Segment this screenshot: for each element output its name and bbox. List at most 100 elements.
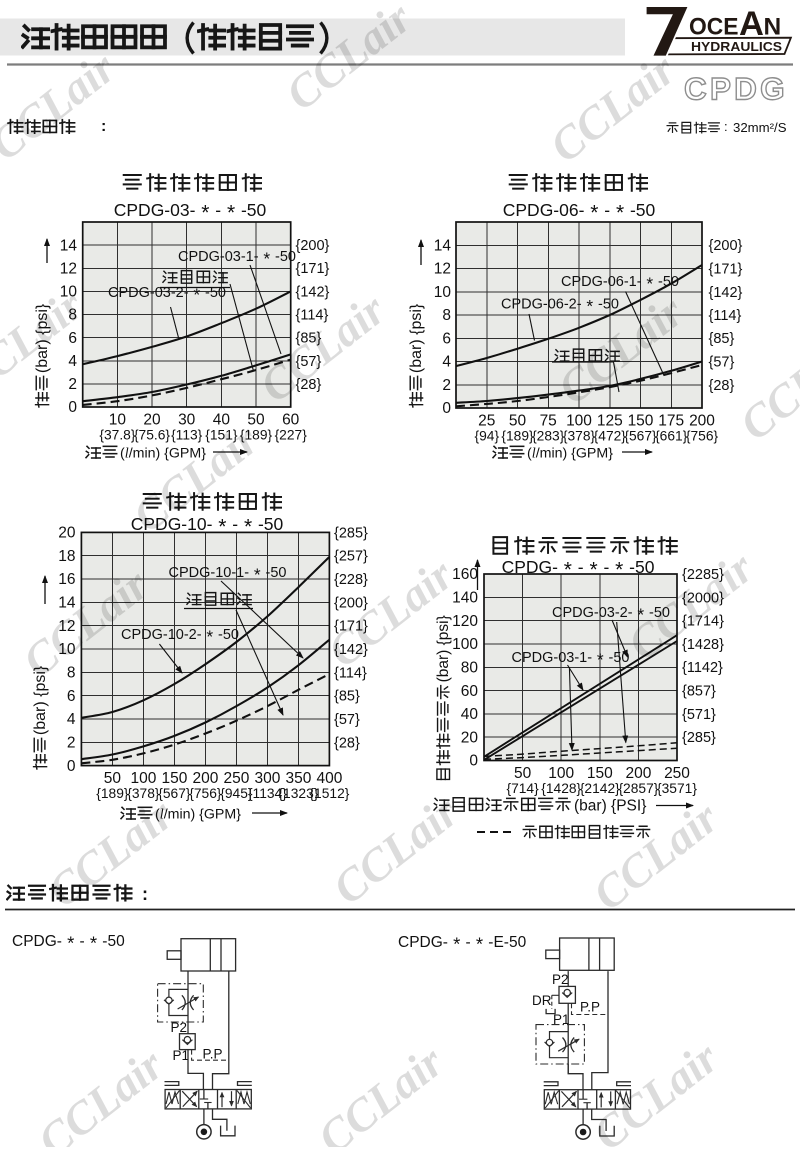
svg-text:{567}: {567} — [158, 786, 191, 801]
svg-text:14: 14 — [434, 237, 452, 254]
svg-text:8: 8 — [68, 307, 77, 324]
svg-text:0: 0 — [68, 399, 77, 416]
svg-text:{257}: {257} — [334, 549, 368, 565]
svg-text:{1512}: {1512} — [309, 786, 349, 801]
svg-text:40: 40 — [213, 412, 231, 429]
svg-text:{171}: {171} — [296, 261, 330, 277]
svg-text:0: 0 — [67, 758, 76, 775]
svg-text:{189}: {189} — [96, 786, 129, 801]
svg-text:CPDG: CPDG — [684, 71, 788, 107]
svg-text:2: 2 — [68, 376, 77, 393]
svg-text:200: 200 — [625, 765, 651, 782]
svg-text:{171}: {171} — [334, 619, 368, 635]
svg-text:CPDG-06-1- * -50: CPDG-06-1- * -50 — [561, 274, 679, 294]
svg-text:{2857}: {2857} — [618, 781, 658, 796]
svg-text:{285}: {285} — [334, 525, 368, 541]
svg-text:{3571}: {3571} — [657, 781, 697, 796]
svg-text:100: 100 — [548, 765, 574, 782]
svg-text:P2: P2 — [171, 1020, 188, 1035]
svg-text:0: 0 — [469, 753, 478, 770]
svg-text:{94}: {94} — [475, 429, 500, 444]
svg-text:{189}: {189} — [501, 429, 534, 444]
svg-text:{1428}: {1428} — [682, 637, 724, 653]
svg-text:(l/min) {GPM}: (l/min) {GPM} — [120, 446, 206, 462]
svg-text:{1323}: {1323} — [278, 786, 318, 801]
svg-text:50: 50 — [104, 770, 122, 787]
svg-text:P1: P1 — [553, 1012, 570, 1027]
svg-text:{228}: {228} — [334, 572, 368, 588]
svg-text:{200}: {200} — [709, 238, 743, 254]
svg-text:OCE: OCE — [689, 14, 739, 41]
svg-text:4: 4 — [442, 354, 451, 371]
svg-text:120: 120 — [452, 613, 478, 630]
svg-text:{37.8}: {37.8} — [99, 428, 135, 443]
svg-text:6: 6 — [68, 330, 77, 347]
svg-text:{142}: {142} — [296, 284, 330, 300]
svg-text:175: 175 — [658, 413, 684, 430]
svg-text:200: 200 — [689, 413, 715, 430]
svg-text:250: 250 — [223, 770, 249, 787]
svg-text:{1142}: {1142} — [682, 660, 723, 676]
svg-text:{714}: {714} — [506, 781, 539, 796]
svg-text:{1714}: {1714} — [682, 614, 724, 630]
svg-text:{661}: {661} — [655, 429, 688, 444]
svg-text:100: 100 — [130, 770, 156, 787]
svg-text:32mm²/S: 32mm²/S — [733, 120, 787, 135]
svg-text:150: 150 — [587, 765, 613, 782]
svg-text:CPDG-03- * - * -50: CPDG-03- * - * -50 — [114, 200, 267, 225]
svg-text:{200}: {200} — [334, 595, 368, 611]
svg-text:{227}: {227} — [275, 428, 308, 443]
svg-text:25: 25 — [478, 413, 495, 430]
svg-text:{171}: {171} — [709, 262, 743, 278]
svg-text:{378}: {378} — [127, 786, 160, 801]
svg-text:160: 160 — [452, 566, 478, 583]
svg-text:12: 12 — [434, 261, 451, 278]
svg-text:{114}: {114} — [296, 308, 329, 324]
svg-text:100: 100 — [452, 636, 478, 653]
svg-text:CPDG-03-2- * -50: CPDG-03-2- * -50 — [108, 285, 226, 305]
svg-text:2: 2 — [67, 735, 76, 752]
svg-text:CPDG-10-2- * -50: CPDG-10-2- * -50 — [121, 627, 239, 647]
svg-text:10: 10 — [60, 284, 78, 301]
svg-text:{2142}: {2142} — [580, 781, 620, 796]
svg-text:30: 30 — [178, 412, 196, 429]
svg-text:300: 300 — [254, 770, 280, 787]
svg-text:{75.6}: {75.6} — [134, 428, 170, 443]
svg-text:{378}: {378} — [563, 429, 596, 444]
svg-text:{200}: {200} — [296, 238, 330, 254]
svg-text:{571}: {571} — [682, 707, 716, 723]
svg-text:20: 20 — [58, 525, 76, 542]
svg-text:12: 12 — [58, 618, 75, 635]
svg-text:{142}: {142} — [709, 285, 743, 301]
svg-text:{28}: {28} — [334, 735, 360, 751]
svg-text:{113}: {113} — [171, 428, 203, 443]
svg-text:40: 40 — [461, 706, 479, 723]
svg-text:{114}: {114} — [709, 308, 742, 324]
svg-text:{756}: {756} — [189, 786, 222, 801]
svg-text:12: 12 — [60, 260, 77, 277]
svg-text:150: 150 — [628, 413, 654, 430]
svg-text:{285}: {285} — [682, 730, 716, 746]
svg-text:{756}: {756} — [686, 429, 719, 444]
svg-text:(bar) {psi}: (bar) {psi} — [32, 665, 49, 735]
svg-text:200: 200 — [192, 770, 218, 787]
svg-text:{57}: {57} — [709, 355, 735, 371]
svg-text:125: 125 — [597, 413, 623, 430]
svg-text:6: 6 — [67, 688, 76, 705]
svg-text:100: 100 — [566, 413, 592, 430]
svg-text::: : — [724, 119, 728, 134]
svg-text:250: 250 — [664, 765, 690, 782]
svg-text:(bar) {PSI}: (bar) {PSI} — [574, 798, 646, 815]
svg-text:DR: DR — [532, 993, 552, 1008]
svg-text:{945}: {945} — [220, 786, 253, 801]
svg-text:18: 18 — [58, 548, 75, 565]
svg-text:CPDG-06- * - * -50: CPDG-06- * - * -50 — [503, 200, 656, 225]
svg-text:{114}: {114} — [334, 665, 367, 681]
svg-text:{1134}: {1134} — [248, 786, 287, 801]
svg-text:60: 60 — [282, 412, 300, 429]
svg-text:CPDG- * - * -50: CPDG- * - * -50 — [12, 933, 125, 954]
svg-text:350: 350 — [285, 770, 311, 787]
svg-text:(bar) {psi}: (bar) {psi} — [435, 615, 452, 682]
svg-text::: : — [142, 884, 148, 904]
svg-text:50: 50 — [514, 765, 532, 782]
